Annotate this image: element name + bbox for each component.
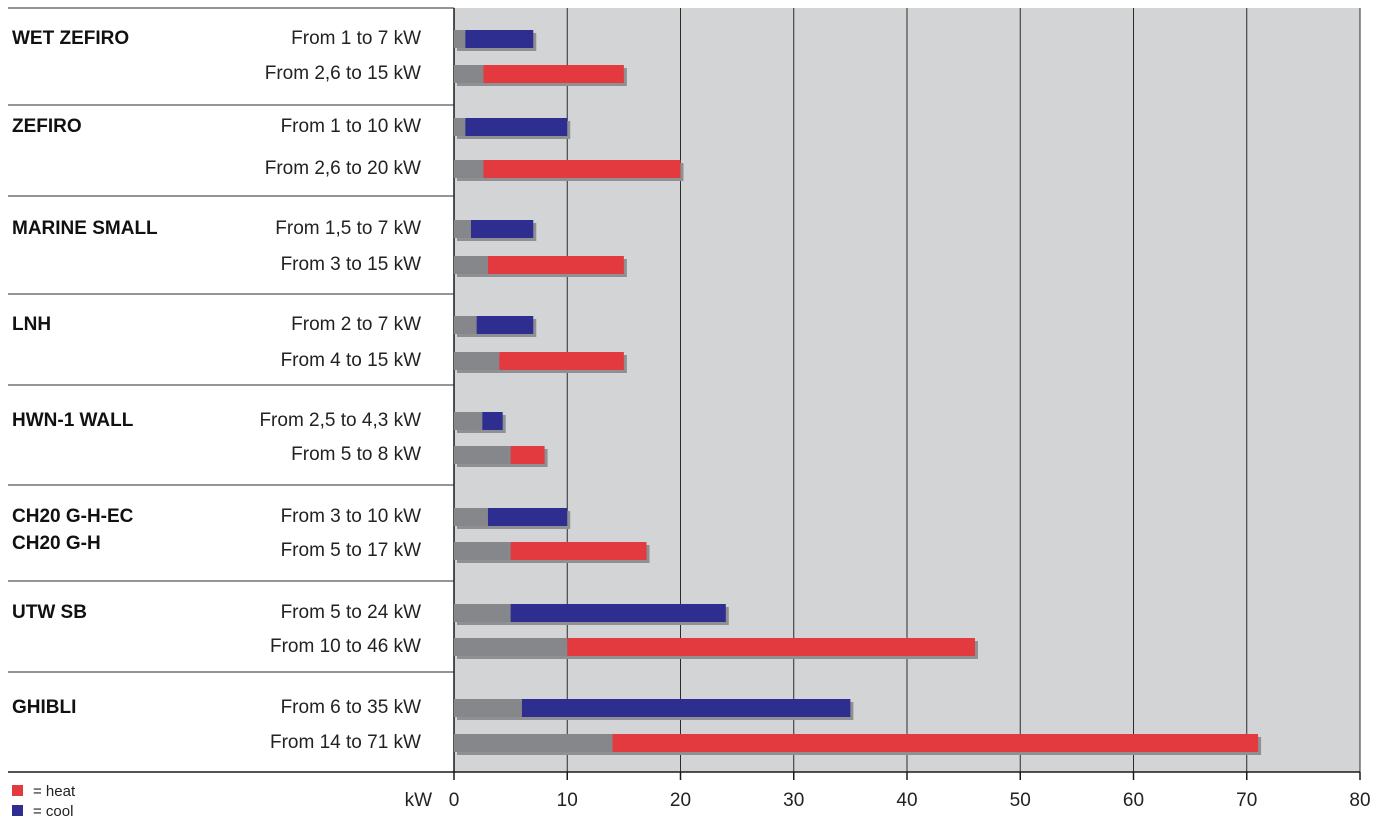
legend-label-heat: = heat: [33, 783, 76, 800]
cool-bar: [482, 412, 503, 430]
legend-label-cool: = cool: [33, 803, 73, 820]
cool-bar: [487, 508, 568, 526]
cool-range-label: From 6 to 35 kW: [281, 697, 421, 718]
x-tick-label: 10: [557, 790, 578, 811]
heat-bar: [510, 542, 647, 560]
heat-bar-min: [454, 638, 568, 656]
cool-bar: [476, 316, 534, 334]
heat-range-label: From 10 to 46 kW: [270, 636, 421, 657]
heat-bar-min: [454, 160, 484, 178]
heat-bar-min: [454, 352, 500, 370]
legend-swatch-heat: [12, 785, 23, 796]
cool-range-label: From 3 to 10 kW: [281, 506, 421, 527]
cool-bar-min: [454, 412, 483, 430]
x-tick-label: 80: [1349, 790, 1370, 811]
cool-bar-min: [454, 118, 466, 136]
product-name: CH20 G-H-EC: [12, 506, 134, 527]
heat-bar-min: [454, 256, 488, 274]
product-name: ZEFIRO: [12, 116, 82, 137]
x-tick-label: 40: [896, 790, 917, 811]
product-name: GHIBLI: [12, 697, 76, 718]
cool-range-label: From 2,5 to 4,3 kW: [259, 410, 421, 431]
x-tick-label: 60: [1123, 790, 1144, 811]
cool-range-label: From 5 to 24 kW: [281, 602, 421, 623]
heat-range-label: From 3 to 15 kW: [281, 254, 421, 275]
heat-range-label: From 5 to 8 kW: [291, 444, 421, 465]
cool-bar-min: [454, 699, 522, 717]
heat-bar-min: [454, 65, 484, 83]
cool-bar-min: [454, 604, 511, 622]
heat-bar-min: [454, 542, 511, 560]
heat-bar-min: [454, 446, 511, 464]
x-tick-label: 50: [1010, 790, 1031, 811]
product-name: MARINE SMALL: [12, 218, 158, 239]
cool-bar-min: [454, 508, 488, 526]
cool-bar: [470, 220, 534, 238]
heat-range-label: From 2,6 to 15 kW: [265, 63, 421, 84]
heat-bar: [499, 352, 624, 370]
legend-swatch-cool: [12, 805, 23, 816]
product-name: UTW SB: [12, 602, 87, 623]
x-axis-label: kW: [405, 790, 433, 811]
heat-range-label: From 2,6 to 20 kW: [265, 158, 421, 179]
cool-bar: [521, 699, 851, 717]
product-name: LNH: [12, 314, 51, 335]
cool-bar: [465, 30, 534, 48]
x-tick-label: 20: [670, 790, 691, 811]
x-tick-label: 70: [1236, 790, 1257, 811]
heat-bar: [510, 446, 545, 464]
product-name: CH20 G-H: [12, 533, 101, 554]
cool-bar-min: [454, 30, 466, 48]
product-name: HWN-1 WALL: [12, 410, 134, 431]
cool-range-label: From 1 to 10 kW: [281, 116, 421, 137]
heat-bar-min: [454, 734, 613, 752]
x-tick-label: 30: [783, 790, 804, 811]
heat-range-label: From 4 to 15 kW: [281, 350, 421, 371]
cool-range-label: From 1,5 to 7 kW: [275, 218, 421, 239]
x-tick-label: 0: [449, 790, 460, 811]
cool-bar: [510, 604, 726, 622]
heat-bar: [483, 160, 681, 178]
heat-range-label: From 5 to 17 kW: [281, 540, 421, 561]
cool-bar-min: [454, 316, 477, 334]
product-name: WET ZEFIRO: [12, 28, 129, 49]
heat-range-label: From 14 to 71 kW: [270, 732, 421, 753]
heat-bar: [487, 256, 624, 274]
heat-bar: [612, 734, 1259, 752]
cool-range-label: From 1 to 7 kW: [291, 28, 421, 49]
heat-bar: [567, 638, 975, 656]
cool-bar: [465, 118, 568, 136]
cool-range-label: From 2 to 7 kW: [291, 314, 421, 335]
heat-bar: [483, 65, 624, 83]
cool-bar-min: [454, 220, 471, 238]
